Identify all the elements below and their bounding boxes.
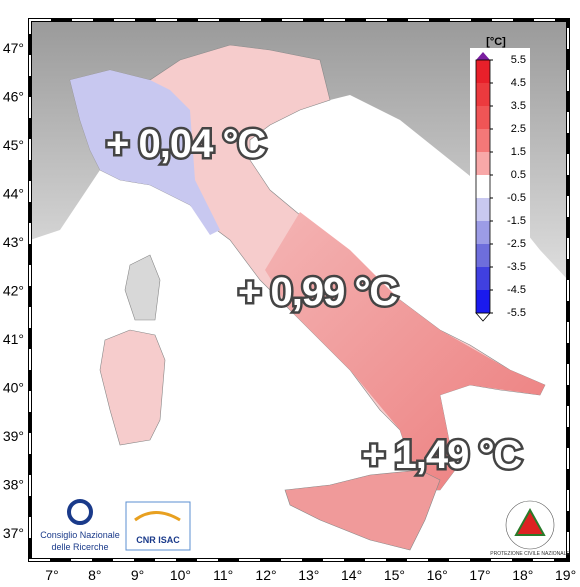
colorbar-segment <box>476 83 490 106</box>
lat-label: 44° <box>3 186 24 202</box>
lon-label: 10° <box>170 567 191 583</box>
colorbar-segment <box>476 175 490 198</box>
colorbar-unit: [°C] <box>486 36 506 48</box>
protezione-name: PROTEZIONE CIVILE NAZIONALE <box>490 551 570 557</box>
colorbar-tick-label: 2.5 <box>511 123 526 135</box>
lon-label: 7° <box>45 567 58 583</box>
colorbar-segment <box>476 290 490 313</box>
lat-label: 38° <box>3 477 24 493</box>
warm-anomaly-region <box>265 212 545 490</box>
lon-label: 16° <box>427 567 448 583</box>
colorbar-tick-label: -0.5 <box>507 192 526 204</box>
colorbar-segment <box>476 129 490 152</box>
colorbar-top-cap <box>476 52 490 60</box>
colorbar-tick-label: 5.5 <box>511 54 526 66</box>
lon-label: 17° <box>469 567 490 583</box>
colorbar-segment <box>476 106 490 129</box>
isac-logo: CNR ISAC <box>125 501 191 551</box>
colorbar-tick-label: -1.5 <box>507 215 526 227</box>
lon-label: 9° <box>131 567 144 583</box>
lon-label: 13° <box>298 567 319 583</box>
colorbar-segment <box>476 60 490 83</box>
colorbar-tick-label: 1.5 <box>511 146 526 158</box>
colorbar-tick-label: 3.5 <box>511 100 526 112</box>
protezione-logo: PROTEZIONE CIVILE NAZIONALE <box>490 500 570 557</box>
colorbar-tick-label: -4.5 <box>507 284 526 296</box>
lat-label: 40° <box>3 380 24 396</box>
anomaly-annotation: + 0,99 °C <box>238 270 397 314</box>
lat-label: 45° <box>3 137 24 153</box>
colorbar-outline <box>475 59 491 314</box>
anomaly-annotation: + 1,49 °C <box>362 433 521 477</box>
colorbar-tick-label: 0.5 <box>511 169 526 181</box>
colorbar-segment <box>476 152 490 175</box>
anomaly-annotation: + 0,04 °C <box>106 122 265 166</box>
corsica <box>124 254 161 321</box>
lat-label: 43° <box>3 234 24 250</box>
colorbar-segment <box>476 244 490 267</box>
surrounding-land <box>30 20 568 280</box>
colorbar-segment <box>476 267 490 290</box>
colorbar-tick-label: -5.5 <box>507 307 526 319</box>
lon-label: 11° <box>213 567 233 583</box>
lat-label: 46° <box>3 89 24 105</box>
lon-label: 12° <box>255 567 276 583</box>
cnr-logo: Consiglio Nazionale delle Ricerche <box>40 499 120 552</box>
lon-label: 14° <box>341 567 362 583</box>
colorbar-tick-label: -3.5 <box>507 261 526 273</box>
lat-label: 39° <box>3 428 24 444</box>
colorbar-segment <box>476 198 490 221</box>
cool-anomaly-region <box>70 70 220 235</box>
colorbar-tick-label: 4.5 <box>511 77 526 89</box>
lon-label: 19° <box>555 567 576 583</box>
lon-label: 18° <box>512 567 533 583</box>
cnr-name: Consiglio Nazionale <box>40 530 120 540</box>
colorbar-tick-label: -2.5 <box>507 238 526 250</box>
lat-label: 42° <box>3 283 24 299</box>
sardinia <box>99 329 166 446</box>
map-frame-dashes <box>29 19 569 561</box>
lon-label: 8° <box>88 567 101 583</box>
colorbar-segment <box>476 221 490 244</box>
cnr-name: delle Ricerche <box>51 542 108 552</box>
lat-label: 47° <box>3 40 24 56</box>
sicily <box>284 469 441 551</box>
lat-label: 37° <box>3 525 24 541</box>
isac-name: CNR ISAC <box>136 535 180 545</box>
lon-label: 15° <box>384 567 405 583</box>
lat-label: 41° <box>3 331 24 347</box>
